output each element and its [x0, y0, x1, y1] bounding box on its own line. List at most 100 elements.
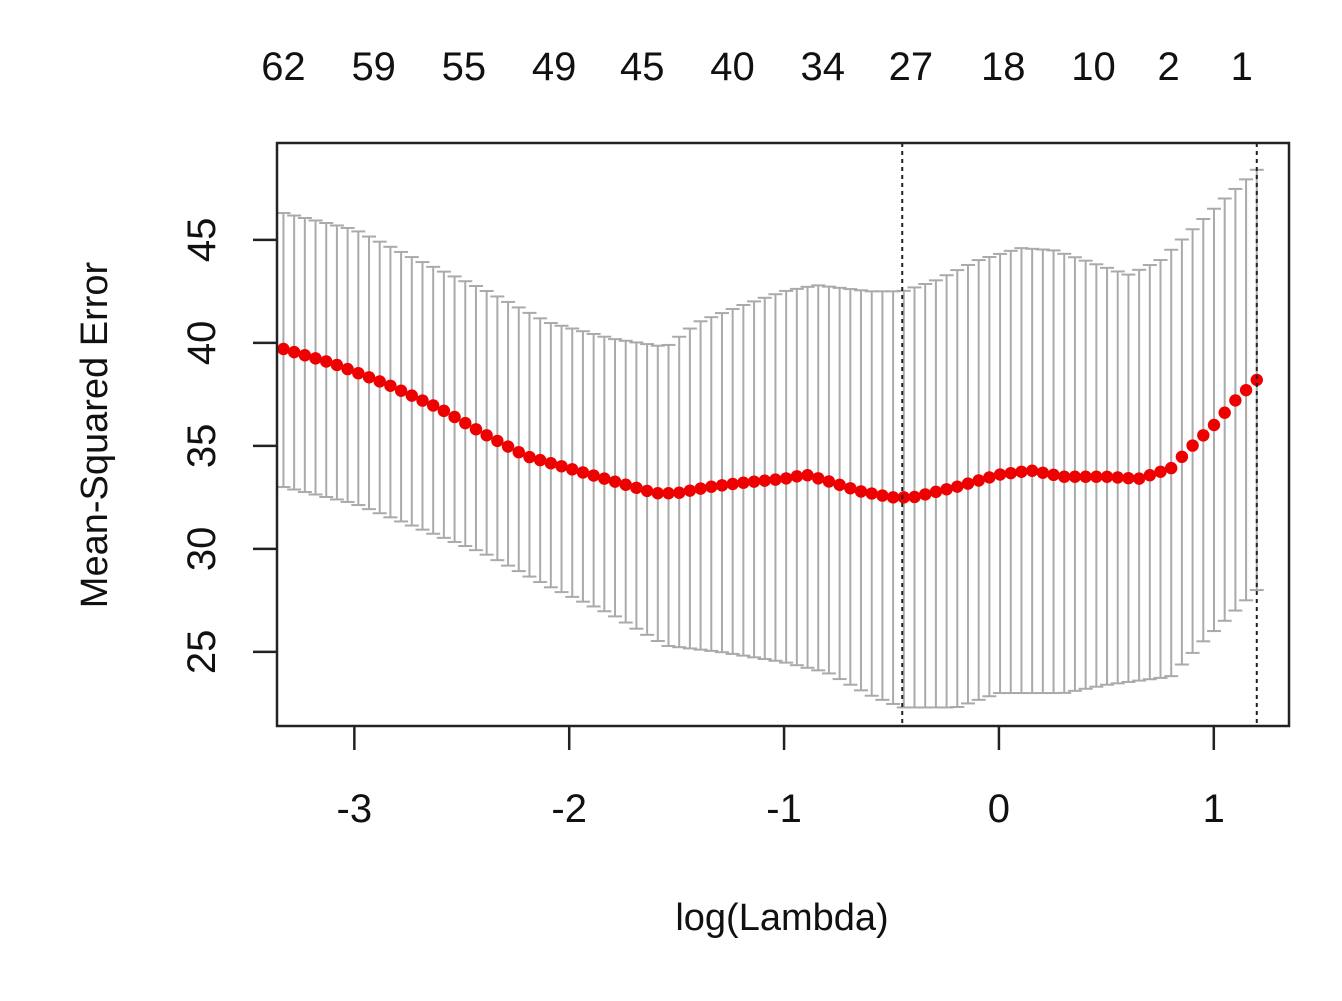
- top-axis-label: 55: [442, 45, 487, 89]
- mean-point: [801, 469, 814, 482]
- mean-point: [598, 472, 611, 485]
- y-axis-title: Mean-Squared Error: [74, 261, 116, 608]
- top-axis-label: 34: [800, 45, 845, 89]
- x-axis-title: log(Lambda): [675, 897, 888, 939]
- mean-point: [758, 474, 771, 487]
- mean-point: [287, 345, 301, 359]
- mean-point: [566, 463, 579, 476]
- mean-point: [1197, 429, 1210, 442]
- mean-point: [1186, 439, 1199, 452]
- mean-point: [501, 440, 515, 453]
- mean-point: [940, 483, 953, 496]
- x-tick-label: 1: [1203, 787, 1225, 831]
- mean-point: [1229, 394, 1242, 407]
- mean-point: [694, 482, 707, 495]
- mean-point: [330, 358, 344, 372]
- lambda-lines-layer: [901, 143, 1258, 726]
- y-tick-label: 35: [180, 424, 224, 469]
- mean-point: [1154, 465, 1167, 478]
- y-tick-label: 45: [180, 218, 224, 262]
- mean-point: [459, 416, 472, 430]
- mean-point: [320, 355, 333, 368]
- mean-point: [373, 375, 386, 388]
- mean-point: [790, 470, 804, 483]
- mean-point: [512, 445, 525, 459]
- mean-point: [1132, 472, 1146, 485]
- plot-frame: [275, 141, 1291, 728]
- mean-point: [961, 477, 975, 490]
- mean-point: [555, 460, 568, 473]
- mean-point: [1218, 406, 1231, 419]
- top-axis-label: 40: [710, 45, 755, 89]
- mean-point: [715, 479, 729, 492]
- mean-point: [651, 487, 665, 500]
- x-tick-label: -2: [551, 787, 587, 831]
- mean-point: [277, 342, 290, 356]
- mean-point: [1143, 469, 1157, 482]
- mean-point: [662, 487, 675, 500]
- top-axis-label: 59: [351, 45, 396, 89]
- top-axis-label: 49: [532, 45, 577, 89]
- mean-point: [844, 482, 857, 495]
- mean-point: [737, 476, 750, 489]
- mean-point: [951, 480, 964, 493]
- mean-point: [352, 366, 365, 380]
- mean-point: [897, 491, 911, 504]
- y-tick-label: 25: [180, 630, 224, 675]
- mean-point: [918, 488, 932, 501]
- mean-point: [1111, 471, 1124, 484]
- mean-point: [469, 423, 483, 436]
- top-axis-label: 2: [1158, 45, 1180, 89]
- mean-point: [683, 484, 697, 497]
- mean-point: [1047, 468, 1060, 482]
- mean-point: [854, 485, 868, 498]
- mean-point: [1100, 470, 1114, 483]
- mean-point: [362, 371, 376, 384]
- top-axis-label: 1: [1231, 45, 1253, 89]
- mean-point: [993, 468, 1007, 481]
- error-bars-layer: [276, 168, 1264, 709]
- mean-point: [886, 491, 900, 504]
- mean-point: [726, 477, 739, 491]
- mean-point: [608, 475, 622, 488]
- mean-point: [491, 434, 504, 448]
- top-axis-label: 10: [1071, 45, 1116, 89]
- mean-point: [1025, 464, 1039, 477]
- mean-point: [672, 486, 686, 499]
- mean-point: [769, 473, 782, 486]
- mean-point: [1015, 465, 1028, 478]
- mean-point: [630, 481, 643, 495]
- y-tick-label: 30: [180, 527, 224, 572]
- mean-point: [822, 475, 836, 488]
- top-axis-label: 45: [620, 45, 665, 89]
- mean-point: [812, 472, 825, 485]
- mean-point: [983, 471, 996, 484]
- mean-point: [426, 399, 440, 412]
- mean-point: [416, 394, 429, 407]
- mean-point: [298, 349, 312, 362]
- mean-point: [1165, 461, 1178, 475]
- mean-point: [523, 450, 536, 464]
- mean-point: [1207, 418, 1221, 432]
- mean-point: [394, 384, 408, 397]
- mean-point: [747, 475, 761, 488]
- top-axis-label: 62: [261, 45, 306, 89]
- mean-point: [1239, 383, 1253, 397]
- y-tick-label: 40: [180, 321, 224, 366]
- mean-point: [1079, 470, 1092, 483]
- mean-points-layer: [277, 342, 1263, 504]
- mean-point: [1175, 450, 1189, 464]
- mean-point: [929, 485, 943, 499]
- mean-point: [1090, 470, 1103, 483]
- mean-point: [1122, 471, 1135, 485]
- mean-point: [1036, 466, 1050, 479]
- mean-point: [437, 404, 451, 418]
- mean-point: [1058, 470, 1071, 483]
- mean-point: [865, 487, 878, 500]
- mean-point: [448, 410, 461, 424]
- x-tick-label: -1: [766, 787, 802, 831]
- mean-point: [587, 469, 600, 482]
- mean-point: [1004, 466, 1017, 480]
- mean-point: [405, 389, 418, 402]
